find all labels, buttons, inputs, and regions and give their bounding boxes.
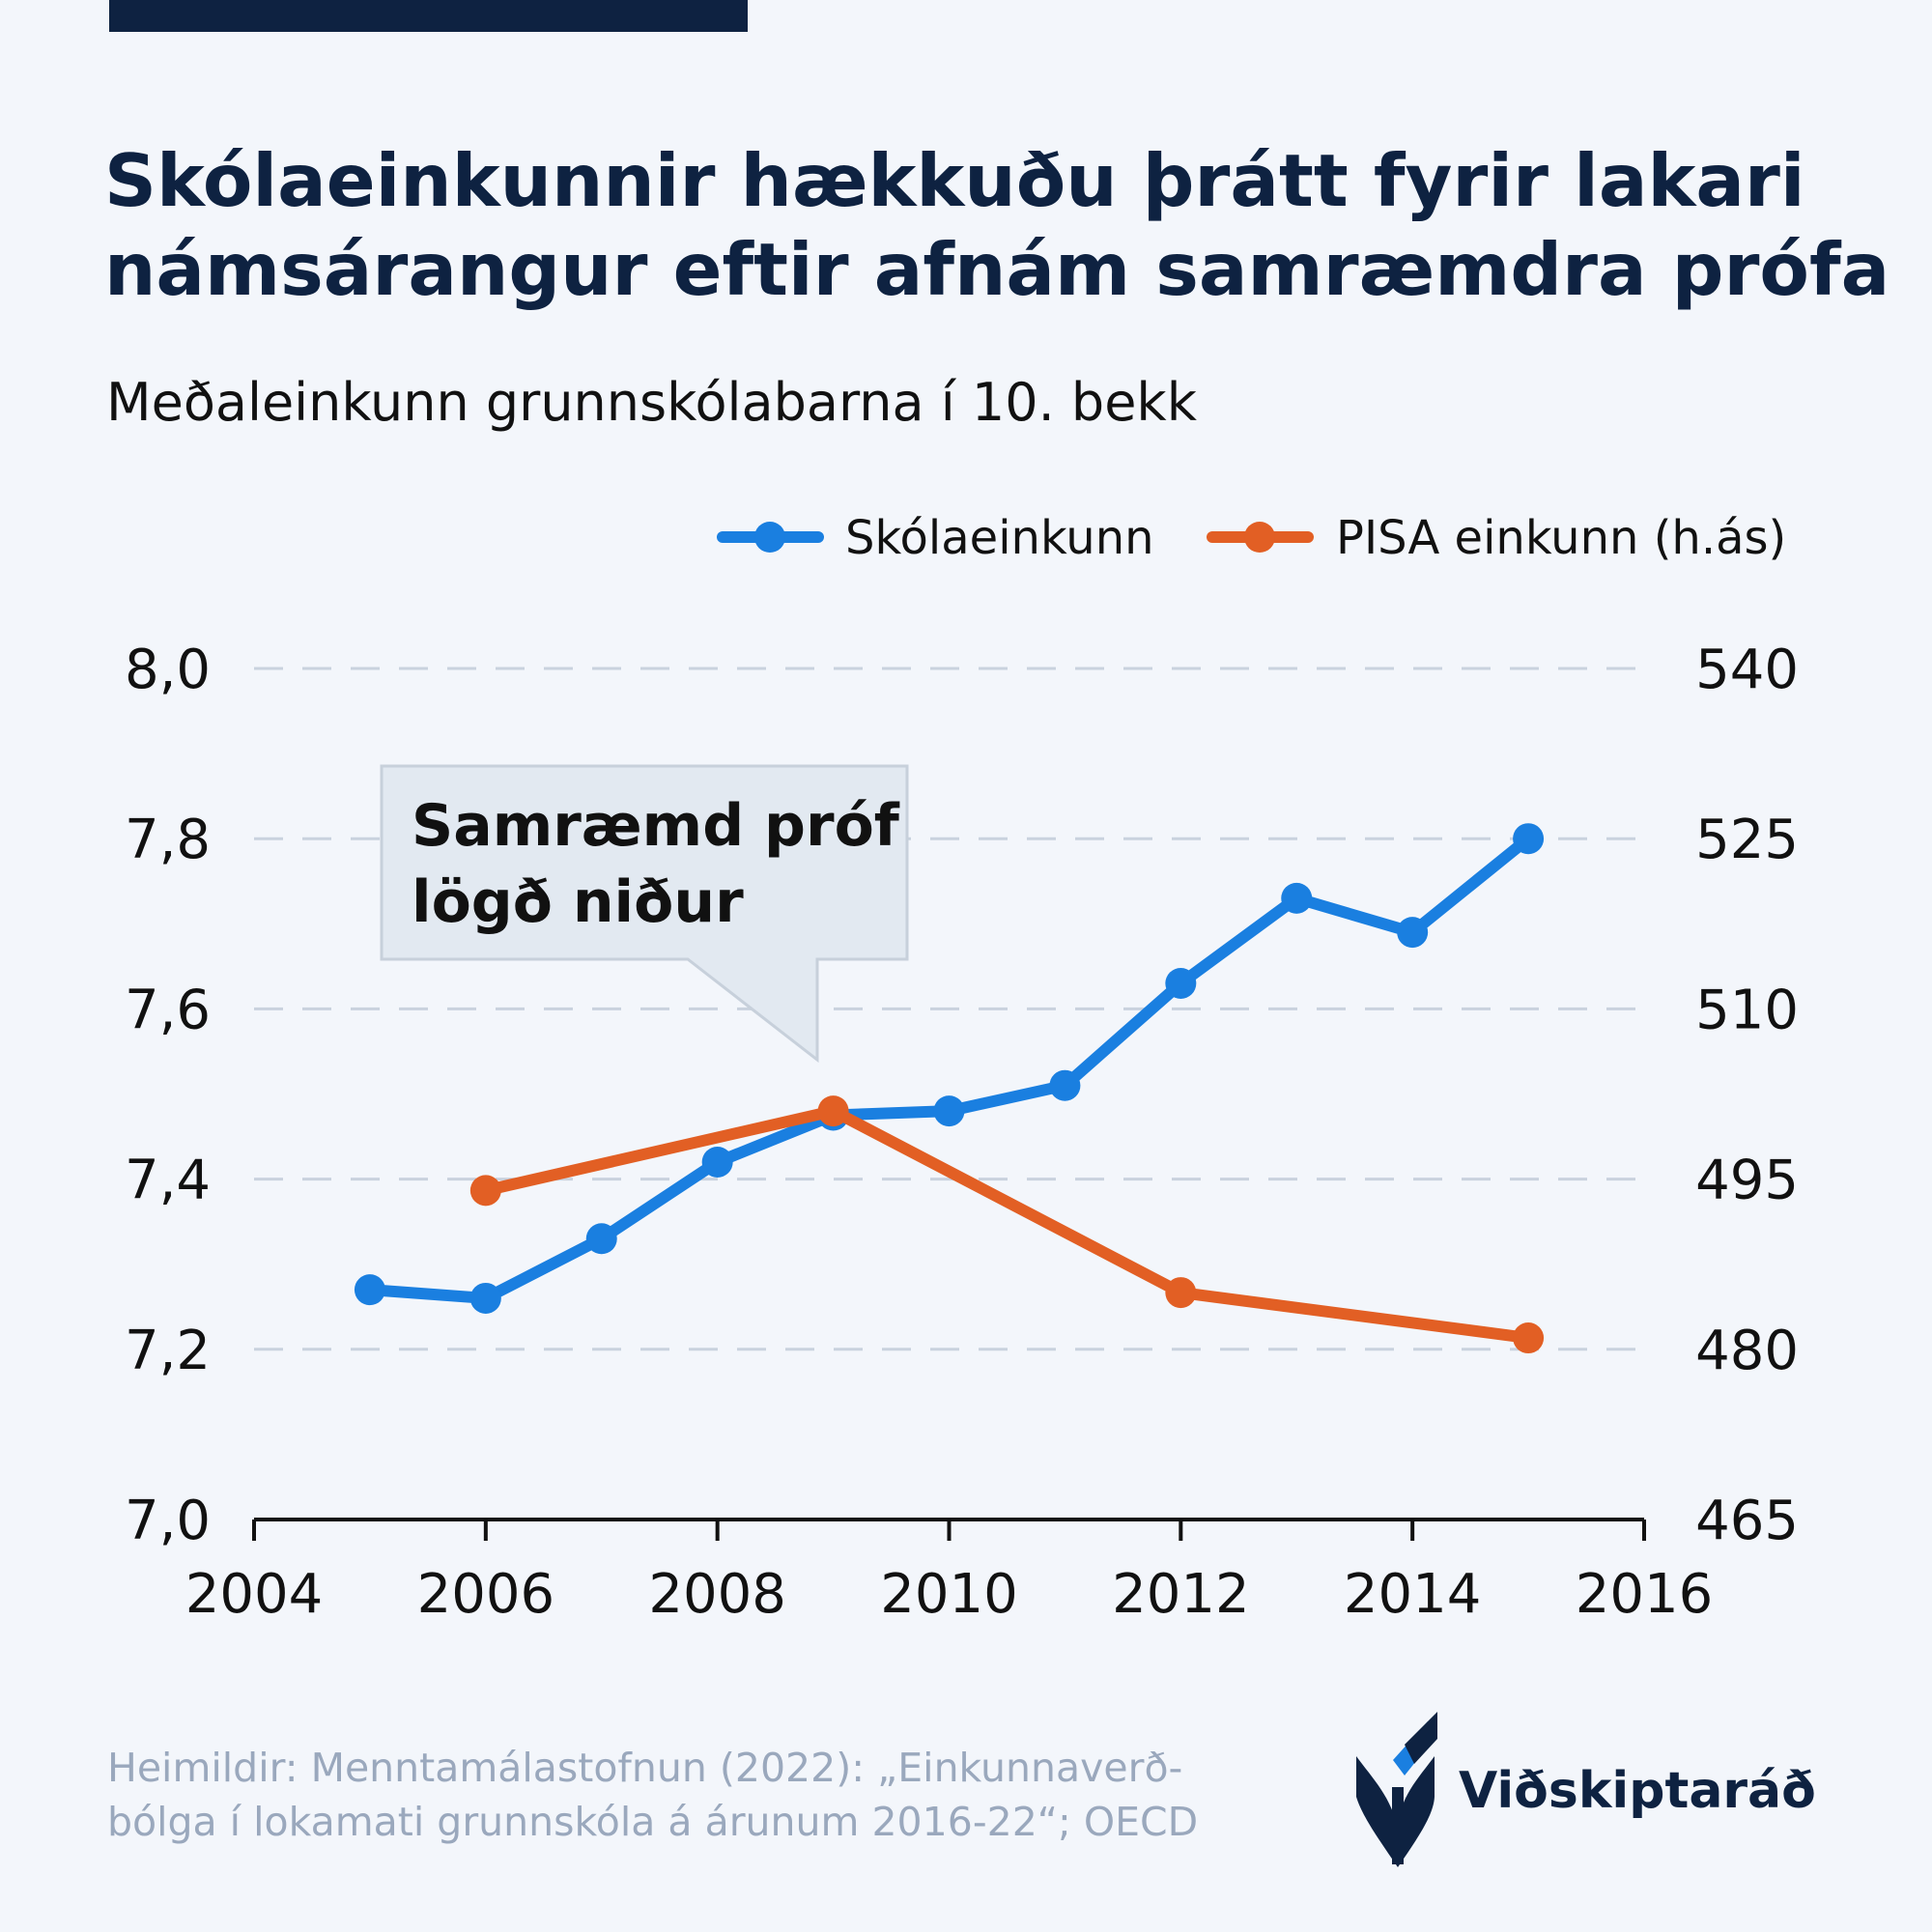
x-tick-label: 2010: [880, 1563, 1018, 1626]
y-left-tick-label: 7,6: [125, 979, 211, 1041]
callout-text-line-2: lögð niður: [412, 868, 744, 936]
callout-box: [380, 764, 909, 1064]
data-point-skolaeinkunn: [1397, 917, 1429, 949]
y-right-tick-label: 510: [1695, 979, 1799, 1041]
data-point-skolaeinkunn: [1513, 823, 1545, 855]
chart-title-line-1: Skólaeinkunnir hækkuðu þrátt fyrir lakar…: [104, 138, 1805, 223]
legend-marker-skolaeinkunn: [754, 522, 785, 553]
data-point-skolaeinkunn: [1165, 967, 1197, 999]
vidskiptarad-leaf-logo-icon: [1356, 1712, 1437, 1867]
chart-title-line-2: námsárangur eftir afnám samræmdra prófa: [104, 227, 1889, 312]
x-tick-label: 2012: [1112, 1563, 1250, 1626]
source-line-1: Heimildir: Menntamálastofnun (2022): „Ei…: [107, 1745, 1182, 1791]
brand-name: Viðskiptaráð: [1459, 1762, 1816, 1820]
y-right-tick-label: 540: [1695, 639, 1799, 701]
data-point-skolaeinkunn: [354, 1274, 385, 1306]
callout-text-line-1: Samræmd próf: [412, 792, 900, 860]
logo-blade-large: [1405, 1712, 1437, 1764]
header-accent-bar: [109, 0, 748, 32]
source-line-2: bólga í lokamati grunnskóla á árunum 201…: [107, 1799, 1198, 1845]
data-point-pisa: [1513, 1322, 1545, 1354]
data-point-skolaeinkunn: [585, 1223, 617, 1255]
x-tick-label: 2006: [417, 1563, 555, 1626]
y-left-tick-label: 7,2: [125, 1320, 211, 1382]
logo-stem: [1392, 1787, 1404, 1864]
legend-label-pisa: PISA einkunn (h.ás): [1336, 511, 1786, 565]
legend-marker-pisa: [1244, 522, 1275, 553]
y-right-tick-label: 480: [1695, 1320, 1799, 1382]
series: [354, 823, 1545, 1354]
callout: Samræmd próf lögð niður: [380, 764, 909, 1064]
x-tick-label: 2016: [1576, 1563, 1714, 1626]
data-point-skolaeinkunn: [933, 1095, 965, 1127]
x-tick-label: 2008: [648, 1563, 786, 1626]
chart-subtitle: Meðaleinkunn grunnskólabarna í 10. bekk: [106, 372, 1198, 433]
y-left-tick-label: 7,4: [125, 1150, 211, 1212]
gridlines: [254, 667, 1644, 1351]
legend: Skólaeinkunn PISA einkunn (h.ás): [717, 511, 1786, 565]
y-right-tick-label: 465: [1695, 1490, 1799, 1552]
y-right-tick-label: 525: [1695, 809, 1799, 871]
y-left-tick-label: 7,0: [125, 1490, 211, 1552]
data-point-pisa: [817, 1095, 849, 1127]
x-tick-label: 2014: [1344, 1563, 1482, 1626]
axes: 7,0 7,2 7,4 7,6 7,8 8,0 465 480 495 510 525 540 2004…: [125, 639, 1799, 1626]
data-point-skolaeinkunn: [701, 1146, 733, 1178]
y-right-tick-label: 495: [1695, 1150, 1799, 1212]
data-point-skolaeinkunn: [1281, 882, 1313, 914]
data-point-skolaeinkunn: [469, 1282, 501, 1314]
logo-leaf-right: [1398, 1756, 1435, 1867]
logo-leaf-left: [1356, 1756, 1398, 1867]
y-left-tick-label: 8,0: [125, 639, 211, 701]
y-left-tick-label: 7,8: [125, 809, 211, 871]
x-tick-label: 2004: [185, 1563, 324, 1626]
data-point-pisa: [1165, 1277, 1197, 1309]
series-line-pisa: [479, 1105, 1535, 1345]
data-point-skolaeinkunn: [1049, 1069, 1081, 1101]
legend-label-skolaeinkunn: Skólaeinkunn: [845, 511, 1154, 565]
data-point-pisa: [469, 1175, 501, 1207]
